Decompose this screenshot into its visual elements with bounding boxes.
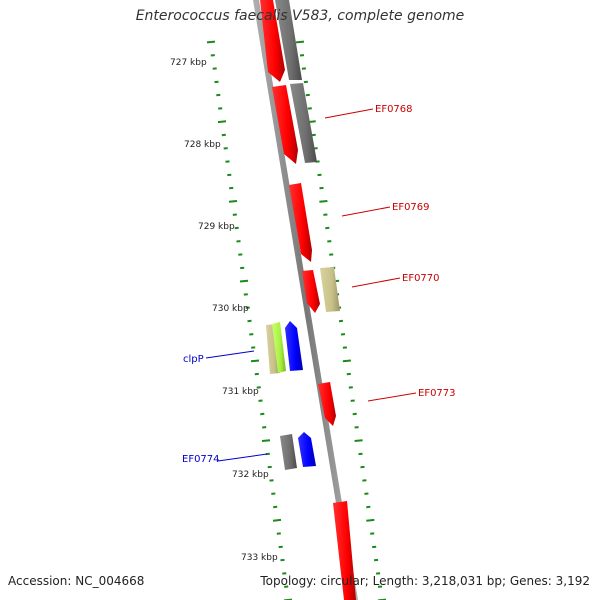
- kbp-label-727: 727 kbp: [170, 58, 207, 68]
- inner-track-major-tick: [250, 359, 260, 363]
- outer-track-major-tick: [366, 518, 375, 522]
- outer-track-major-tick: [342, 359, 351, 363]
- dna-backbone: [253, 0, 358, 600]
- gene-label-ef0774[interactable]: EF0774: [182, 454, 220, 465]
- kbp-label-728: 728 kbp: [184, 140, 221, 150]
- kbp-label-732: 732 kbp: [232, 470, 269, 480]
- reverse-strand-features: [266, 321, 316, 470]
- inner-track-major-tick: [228, 200, 238, 203]
- outer-tick-track: [295, 40, 387, 600]
- topology-text: Topology: circular; Length: 3,218,031 bp…: [260, 574, 590, 588]
- kbp-label-733: 733 kbp: [241, 553, 278, 563]
- gene-ef0773-red: [318, 382, 336, 426]
- outer-track-major-tick: [319, 200, 328, 203]
- inner-track-major-tick: [206, 40, 216, 44]
- gene-label-ef0770[interactable]: EF0770: [402, 273, 440, 284]
- gene-ef0774-blue: [298, 432, 316, 467]
- kbp-label-730: 730 kbp: [212, 304, 249, 314]
- kbp-label-729: 729 kbp: [198, 222, 235, 232]
- forward-strand-features: [260, 0, 356, 600]
- callout-lines: [205, 108, 417, 462]
- gene-ef0770-red: [302, 270, 320, 313]
- kbp-labels: 727 kbp 728 kbp 729 kbp 730 kbp 731 kbp …: [170, 58, 278, 563]
- inner-track-major-tick: [239, 279, 249, 283]
- gene-label-clpp[interactable]: clpP: [183, 354, 204, 365]
- gene-labels: EF0768 EF0769 EF0770 EF0773 clpP EF0774: [182, 104, 456, 465]
- gene-clpp-blue: [285, 321, 303, 371]
- gene-label-ef0773[interactable]: EF0773: [418, 388, 456, 399]
- inner-track-major-tick: [217, 120, 227, 124]
- inner-track-major-tick: [272, 518, 282, 522]
- genome-title: Enterococcus faecalis V583, complete gen…: [135, 8, 465, 24]
- gene-clpp-green: [272, 322, 286, 373]
- inner-track-major-tick: [261, 439, 271, 442]
- gene-red-bottom: [333, 501, 356, 600]
- gene-ef0767-red: [260, 0, 285, 82]
- gene-ef0774-grey: [280, 434, 297, 470]
- gene-ef0771-rna: [320, 267, 340, 312]
- inner-tick-track: [206, 40, 293, 600]
- gene-label-ef0769[interactable]: EF0769: [392, 202, 430, 213]
- gene-grey-2: [290, 83, 317, 163]
- kbp-label-731: 731 kbp: [222, 387, 259, 397]
- gene-grey-1: [275, 0, 302, 80]
- gene-ef0768-red: [272, 85, 298, 164]
- gene-label-ef0768[interactable]: EF0768: [375, 104, 413, 115]
- outer-track-major-tick: [295, 40, 305, 44]
- accession-text: Accession: NC_004668: [8, 574, 145, 588]
- outer-track-major-tick: [354, 439, 363, 442]
- gene-ef0769-red: [289, 183, 312, 262]
